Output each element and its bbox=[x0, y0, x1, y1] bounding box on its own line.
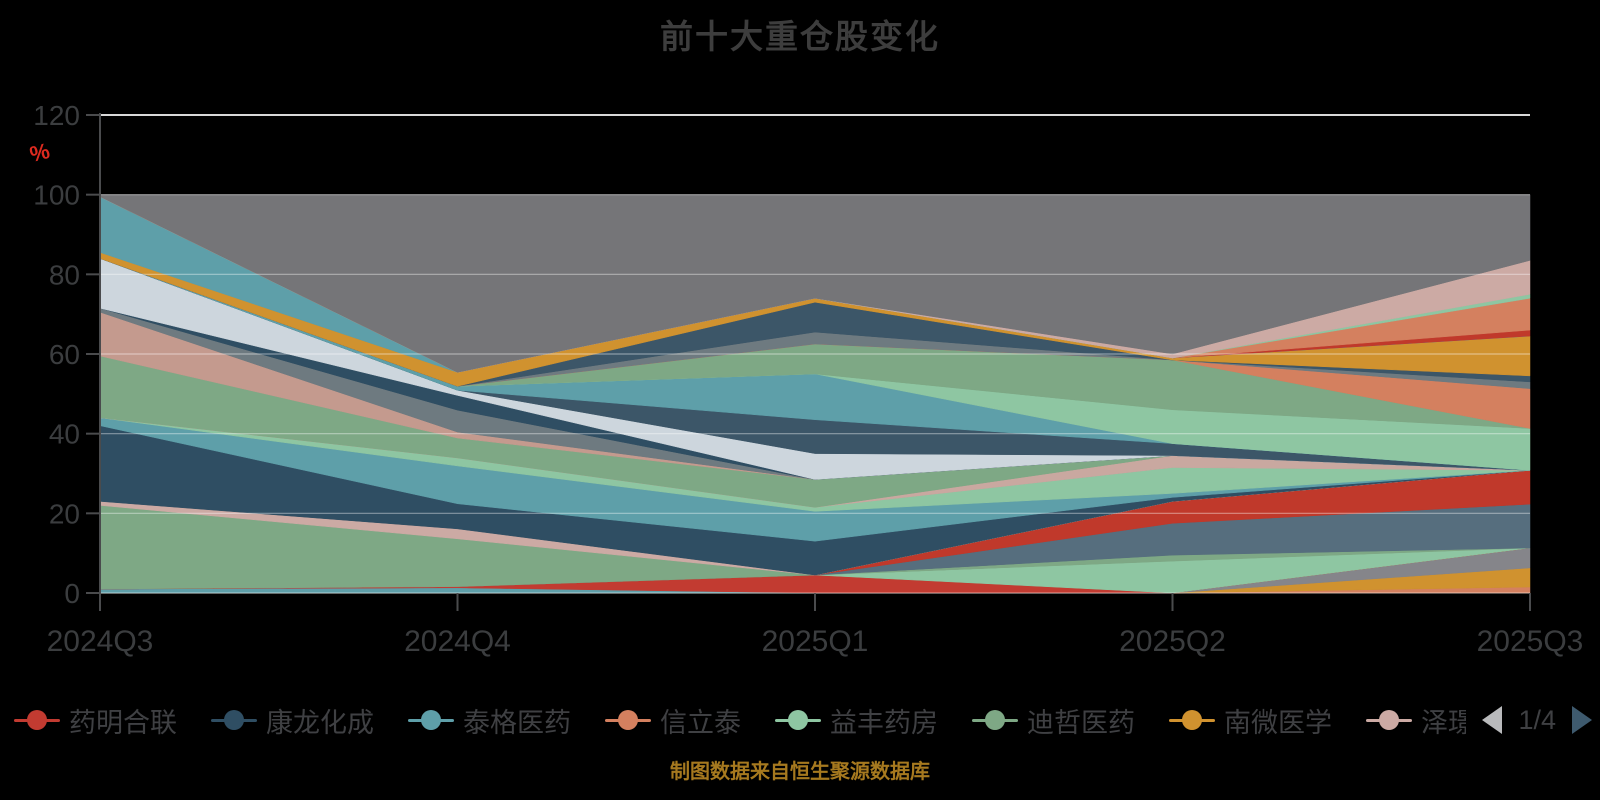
y-tick-label: 20 bbox=[49, 498, 80, 529]
data-source-note: 制图数据来自恒生聚源数据库 bbox=[670, 761, 930, 783]
legend-label: 康龙化成 bbox=[266, 707, 374, 738]
area-series[interactable] bbox=[99, 194, 1531, 373]
y-tick-label: 60 bbox=[49, 339, 80, 370]
legend: 药明合联康龙化成泰格医药信立泰益丰药房迪哲医药南微医学泽璟制药太 bbox=[14, 698, 1466, 742]
legend-page-indicator: 1/4 bbox=[1518, 704, 1556, 735]
legend-marker-dot bbox=[788, 710, 808, 730]
legend-line-dot-marker bbox=[972, 710, 1018, 730]
legend-line-dot-marker bbox=[605, 710, 651, 730]
legend-label: 药明合联 bbox=[69, 707, 177, 738]
legend-marker-dot bbox=[224, 710, 244, 730]
legend-item-迪哲医药[interactable]: 迪哲医药 bbox=[972, 701, 1135, 740]
x-axis-label-2025Q1: 2025Q1 bbox=[762, 625, 869, 658]
y-tick-label: 100 bbox=[33, 180, 80, 211]
legend-marker-dot bbox=[1379, 710, 1399, 730]
legend-line-dot-marker bbox=[1366, 710, 1412, 730]
legend-item-康龙化成[interactable]: 康龙化成 bbox=[211, 701, 374, 740]
legend-label: 泰格医药 bbox=[463, 707, 571, 738]
legend-marker-dot bbox=[421, 710, 441, 730]
legend-line-dot-marker bbox=[211, 710, 257, 730]
legend-item-益丰药房[interactable]: 益丰药房 bbox=[775, 701, 938, 740]
legend-label: 南微医学 bbox=[1224, 707, 1332, 738]
legend-line-dot-marker bbox=[775, 710, 821, 730]
y-tick-label: 120 bbox=[33, 100, 80, 131]
y-tick-label: 0 bbox=[64, 578, 80, 609]
legend-marker-dot bbox=[985, 710, 1005, 730]
x-axis-label-2024Q3: 2024Q3 bbox=[47, 625, 154, 658]
legend-item-泰格医药[interactable]: 泰格医药 bbox=[408, 701, 571, 740]
legend-marker-dot bbox=[1182, 710, 1202, 730]
legend-next-page-arrow-icon[interactable] bbox=[1572, 706, 1592, 734]
legend-item-南微医学[interactable]: 南微医学 bbox=[1169, 701, 1332, 740]
x-axis-label-2025Q2: 2025Q2 bbox=[1119, 625, 1226, 658]
legend-line-dot-marker bbox=[408, 710, 454, 730]
legend-marker-dot bbox=[618, 710, 638, 730]
legend-label: 泽璟制药 bbox=[1421, 707, 1466, 738]
chart-title: 前十大重仓股变化 bbox=[660, 18, 940, 55]
y-tick-label: 80 bbox=[49, 259, 80, 290]
legend-label: 益丰药房 bbox=[830, 707, 938, 738]
legend-line-dot-marker bbox=[14, 710, 60, 730]
legend-item-药明合联[interactable]: 药明合联 bbox=[14, 701, 177, 740]
legend-prev-page-arrow-icon[interactable] bbox=[1482, 706, 1503, 734]
legend-item-信立泰[interactable]: 信立泰 bbox=[605, 701, 741, 740]
legend-pagination: 1/4 bbox=[1482, 700, 1592, 740]
legend-marker-dot bbox=[27, 710, 47, 730]
legend-label: 信立泰 bbox=[660, 707, 741, 738]
x-axis-label-2025Q3: 2025Q3 bbox=[1477, 625, 1584, 658]
y-tick-label: 40 bbox=[49, 419, 80, 450]
legend-item-泽璟制药[interactable]: 泽璟制药 bbox=[1366, 701, 1466, 740]
legend-label: 迪哲医药 bbox=[1027, 707, 1135, 738]
x-axis-label-2024Q4: 2024Q4 bbox=[404, 625, 511, 658]
legend-line-dot-marker bbox=[1169, 710, 1215, 730]
